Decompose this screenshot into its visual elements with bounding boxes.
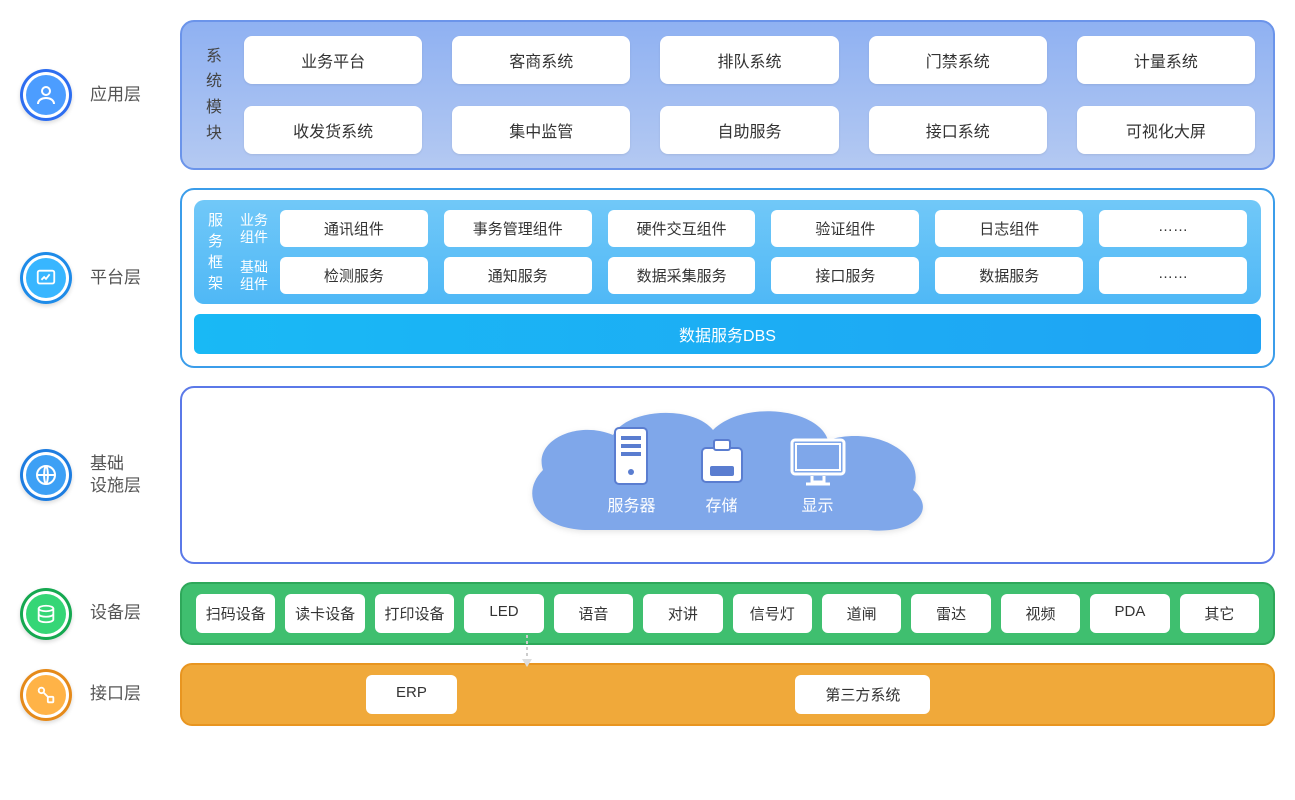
- app-item: 排队系统: [660, 36, 838, 84]
- layer-intf: 接口层 ERP 第三方系统: [20, 663, 1275, 726]
- layer-infra-title: 基础 设施层: [90, 453, 141, 497]
- layer-plat: 平台层 服务框架 业务组件 通讯组件事务管理组件硬件交互组件验证组件日志组件 ………: [20, 188, 1275, 368]
- layer-dev-body: 扫码设备读卡设备打印设备 LED 语音对讲信号灯道闸雷达视频 PDA 其它: [180, 582, 1275, 645]
- dev-item: PDA: [1090, 594, 1169, 633]
- app-row2: 收发货系统集中监管自助服务接口系统可视化大屏: [244, 106, 1255, 154]
- layer-intf-label: 接口层: [20, 669, 180, 721]
- app-item: 可视化大屏: [1077, 106, 1255, 154]
- plat-item: 通知服务: [444, 257, 592, 294]
- plat-item: 数据服务: [935, 257, 1083, 294]
- cloud-item-storage: 存储: [696, 418, 748, 516]
- layer-infra-label: 基础 设施层: [20, 449, 180, 501]
- cloud-item-label: 显示: [788, 492, 848, 516]
- layer-intf-title: 接口层: [90, 683, 141, 705]
- plat-row-biz: 业务组件 通讯组件事务管理组件硬件交互组件验证组件日志组件 ……: [236, 210, 1247, 247]
- app-item: 计量系统: [1077, 36, 1255, 84]
- plat-sub1-cells: 通讯组件事务管理组件硬件交互组件验证组件日志组件 ……: [280, 210, 1247, 247]
- layer-app-label: 应用层: [20, 69, 180, 121]
- layer-intf-body: ERP 第三方系统: [180, 663, 1275, 726]
- dev-item: 语音: [554, 594, 633, 633]
- layer-dev: 设备层 扫码设备读卡设备打印设备 LED 语音对讲信号灯道闸雷达视频 PDA 其它: [20, 582, 1275, 645]
- plat-box: 服务框架 业务组件 通讯组件事务管理组件硬件交互组件验证组件日志组件 …… 基础组…: [180, 188, 1275, 368]
- layer-plat-label: 平台层: [20, 252, 180, 304]
- plat-item: ……: [1099, 210, 1247, 247]
- plat-banner: 数据服务DBS: [194, 314, 1261, 354]
- plat-item: 检测服务: [280, 257, 428, 294]
- plat-sub2-label: 基础组件: [236, 259, 272, 293]
- cloud-item-label: 存储: [696, 492, 748, 516]
- dev-item: 对讲: [643, 594, 722, 633]
- plat-top: 服务框架 业务组件 通讯组件事务管理组件硬件交互组件验证组件日志组件 …… 基础组…: [194, 200, 1261, 304]
- cloud-items: 服务器 存储 显示: [508, 418, 948, 516]
- app-item: 集中监管: [452, 106, 630, 154]
- app-grid: 业务平台客商系统排队系统门禁系统计量系统 收发货系统集中监管自助服务接口系统可视…: [244, 36, 1255, 154]
- plat-item: 数据采集服务: [608, 257, 756, 294]
- app-item: 收发货系统: [244, 106, 422, 154]
- layer-infra: 基础 设施层 服务器 存储 显示: [20, 386, 1275, 564]
- chart-icon: [20, 252, 72, 304]
- dev-item: 其它: [1180, 594, 1259, 633]
- layer-dev-label: 设备层: [20, 588, 180, 640]
- globe-icon: [20, 449, 72, 501]
- intf-item: 第三方系统: [795, 675, 930, 714]
- dev-item: 雷达: [911, 594, 990, 633]
- dev-item: 读卡设备: [285, 594, 364, 633]
- database-icon: [20, 588, 72, 640]
- layer-app-body: 系统模块 业务平台客商系统排队系统门禁系统计量系统 收发货系统集中监管自助服务接…: [180, 20, 1275, 170]
- infra-box: 服务器 存储 显示: [180, 386, 1275, 564]
- architecture-diagram: 应用层 系统模块 业务平台客商系统排队系统门禁系统计量系统 收发货系统集中监管自…: [20, 20, 1275, 726]
- display-icon: [788, 418, 848, 488]
- layer-app-title: 应用层: [90, 84, 141, 106]
- layer-plat-title: 平台层: [90, 267, 141, 289]
- dev-item: 扫码设备: [196, 594, 275, 633]
- plat-item: 事务管理组件: [444, 210, 592, 247]
- dev-item: LED: [464, 594, 543, 633]
- plat-rows: 业务组件 通讯组件事务管理组件硬件交互组件验证组件日志组件 …… 基础组件 检测服…: [236, 210, 1247, 294]
- app-item: 客商系统: [452, 36, 630, 84]
- cloud-item-server: 服务器: [607, 418, 655, 516]
- plat-item: ……: [1099, 257, 1247, 294]
- storage-icon: [696, 418, 748, 488]
- plat-item: 日志组件: [935, 210, 1083, 247]
- plat-row-base: 基础组件 检测服务通知服务数据采集服务接口服务数据服务 ……: [236, 257, 1247, 294]
- cloud-item-label: 服务器: [607, 492, 655, 516]
- app-item: 接口系统: [869, 106, 1047, 154]
- intf-box: ERP 第三方系统: [180, 663, 1275, 726]
- dev-item: 打印设备: [375, 594, 454, 633]
- dev-item: 视频: [1001, 594, 1080, 633]
- plat-item: 验证组件: [771, 210, 919, 247]
- layer-infra-body: 服务器 存储 显示: [180, 386, 1275, 564]
- layer-dev-title: 设备层: [90, 602, 141, 624]
- app-item: 自助服务: [660, 106, 838, 154]
- plat-sub2-cells: 检测服务通知服务数据采集服务接口服务数据服务 ……: [280, 257, 1247, 294]
- app-box: 系统模块 业务平台客商系统排队系统门禁系统计量系统 收发货系统集中监管自助服务接…: [180, 20, 1275, 170]
- layer-plat-body: 服务框架 业务组件 通讯组件事务管理组件硬件交互组件验证组件日志组件 …… 基础组…: [180, 188, 1275, 368]
- app-row1: 业务平台客商系统排队系统门禁系统计量系统: [244, 36, 1255, 84]
- server-icon: [607, 418, 655, 488]
- dev-item: 信号灯: [733, 594, 812, 633]
- app-item: 门禁系统: [869, 36, 1047, 84]
- dev-box: 扫码设备读卡设备打印设备 LED 语音对讲信号灯道闸雷达视频 PDA 其它: [180, 582, 1275, 645]
- dev-item: 道闸: [822, 594, 901, 633]
- plat-sub1-label: 业务组件: [236, 212, 272, 246]
- person-icon: [20, 69, 72, 121]
- layer-app: 应用层 系统模块 业务平台客商系统排队系统门禁系统计量系统 收发货系统集中监管自…: [20, 20, 1275, 170]
- network-icon: [20, 669, 72, 721]
- intf-item: ERP: [366, 675, 457, 714]
- plat-item: 硬件交互组件: [608, 210, 756, 247]
- infra-cloud: 服务器 存储 显示: [508, 400, 948, 550]
- plat-item: 接口服务: [771, 257, 919, 294]
- plat-item: 通讯组件: [280, 210, 428, 247]
- cloud-item-display: 显示: [788, 418, 848, 516]
- app-item: 业务平台: [244, 36, 422, 84]
- plat-section-label: 服务框架: [208, 210, 226, 294]
- app-section-label: 系统模块: [200, 36, 228, 154]
